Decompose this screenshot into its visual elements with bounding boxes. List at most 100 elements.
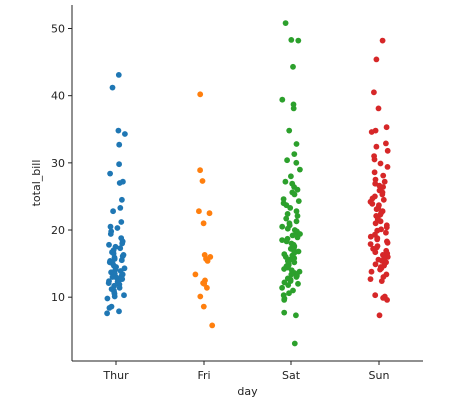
data-point-thur [106, 305, 113, 311]
data-point-sat [295, 280, 301, 287]
data-point-thur [122, 131, 128, 137]
data-point-sun [372, 261, 379, 268]
data-point-sat [281, 309, 288, 316]
data-point-sat [290, 63, 296, 70]
data-point-sun [373, 143, 380, 150]
data-point-sun [368, 268, 375, 275]
data-point-fri [199, 178, 206, 184]
data-point-thur [104, 310, 110, 317]
data-point-sat [282, 20, 289, 26]
data-point-sat [282, 178, 289, 185]
data-point-fri [200, 303, 207, 310]
data-point-thur [116, 161, 122, 168]
data-point-thur [117, 245, 124, 252]
data-point-sun [383, 224, 390, 231]
data-point-thur [111, 256, 118, 262]
data-point-fri [192, 271, 199, 278]
data-point-sat [293, 141, 300, 147]
x-ticks: Thur Fri Sat Sun [102, 361, 389, 382]
y-tick-label: 10 [51, 291, 65, 304]
data-point-thur [115, 127, 122, 134]
data-point-sat [287, 205, 294, 211]
data-point-sun [384, 239, 391, 246]
data-point-thur [116, 141, 123, 148]
data-point-sun [377, 218, 384, 225]
data-point-thur [121, 292, 127, 299]
data-point-thur [107, 170, 113, 177]
data-point-sat [281, 297, 288, 303]
data-point-thur [105, 280, 112, 286]
x-tick-label: Thur [102, 369, 129, 382]
data-point-sun [367, 233, 374, 240]
data-point-sat [286, 127, 293, 134]
data-point-sun [369, 200, 376, 207]
data-point-sun [384, 297, 390, 303]
data-point-sat [294, 213, 301, 219]
data-point-sat [279, 223, 286, 230]
x-tick-label: Sat [282, 369, 301, 382]
data-point-fri [197, 167, 204, 174]
data-point-sun [379, 191, 386, 198]
y-tick-label: 20 [51, 224, 65, 237]
y-tick-label: 40 [51, 90, 65, 103]
data-point-sun [371, 156, 378, 163]
data-point-fri [204, 258, 211, 264]
y-tick-label: 30 [51, 157, 65, 170]
data-point-sat [281, 266, 287, 272]
data-point-sun [367, 241, 374, 248]
x-tick-label: Sun [369, 369, 390, 382]
data-point-thur [106, 241, 112, 248]
data-point-sun [373, 206, 380, 213]
data-point-sun [373, 56, 380, 63]
data-point-sun [383, 140, 389, 147]
data-point-sat [295, 37, 302, 44]
data-point-fri [209, 322, 216, 329]
data-point-sun [379, 37, 386, 44]
data-point-sun [372, 249, 379, 256]
data-point-thur [116, 284, 123, 291]
data-point-sat [279, 237, 285, 244]
data-point-sat [289, 232, 296, 239]
y-tick-label: 50 [51, 23, 65, 36]
data-point-sat [283, 215, 290, 222]
data-point-sun [380, 172, 387, 179]
data-point-thur [118, 219, 125, 225]
data-point-sat [291, 340, 298, 347]
data-point-thur [109, 84, 116, 91]
data-point-sat [285, 282, 292, 288]
data-point-sun [377, 266, 383, 273]
data-point-fri [197, 293, 204, 300]
data-point-thur [118, 257, 125, 264]
data-point-fri [206, 210, 213, 217]
data-point-thur [110, 208, 116, 215]
data-point-sat [293, 218, 300, 225]
data-point-sat [284, 225, 291, 232]
data-point-fri [196, 208, 202, 215]
data-point-sun [372, 220, 379, 227]
data-point-sun [375, 105, 382, 112]
data-point-fri [204, 284, 210, 291]
data-point-thur [114, 225, 121, 231]
data-point-sat [288, 173, 294, 180]
data-point-sat [280, 196, 287, 203]
data-point-sat [291, 191, 298, 198]
x-axis-label: day [237, 385, 258, 398]
x-tick-label: Fri [197, 369, 210, 382]
data-point-sat [293, 312, 299, 319]
data-point-fri [200, 220, 207, 227]
data-points [104, 20, 391, 347]
data-point-sun [368, 129, 375, 135]
data-point-sat [286, 290, 292, 297]
data-point-sat [293, 208, 300, 215]
data-point-sat [284, 157, 290, 164]
data-point-sun [377, 160, 384, 167]
data-point-sat [291, 259, 298, 266]
y-axis-label: total_bill [30, 160, 43, 207]
data-point-sun [384, 164, 391, 170]
y-ticks: 10 20 30 40 50 [51, 23, 72, 304]
data-point-sun [367, 276, 374, 282]
data-point-thur [111, 293, 118, 300]
data-point-sat [284, 211, 291, 217]
data-point-sun [376, 312, 383, 319]
